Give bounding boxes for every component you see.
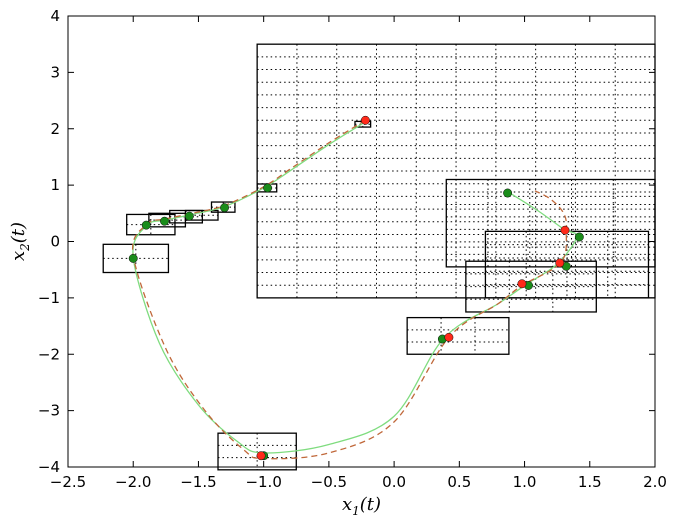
x-tick-label: 2.0 — [643, 473, 667, 491]
y-tick-label: 4 — [50, 7, 60, 25]
partition-boxes — [102, 43, 656, 471]
x-tick-label: 1.5 — [578, 473, 602, 491]
x-tick-label: −2.0 — [115, 473, 151, 491]
y-tick-label: −1 — [38, 289, 60, 307]
green-point — [574, 232, 584, 242]
green-point — [503, 188, 513, 198]
y-tick-label: 2 — [50, 120, 60, 138]
red-point — [555, 258, 565, 268]
x-tick-label: 0.0 — [382, 473, 406, 491]
x-axis-label-tail: (t) — [360, 494, 381, 515]
box-outline — [210, 201, 236, 213]
red-point — [444, 332, 454, 342]
y-tick-label: 1 — [50, 176, 60, 194]
axes: −2.5 −2.0 −1.5 −1.0 −0.5 0.0 0.5 1.0 1.5 2.0 −4 −3 −… — [38, 7, 667, 491]
x-tick-label: 1.0 — [513, 473, 537, 491]
red-dashed-trajectory — [131, 119, 568, 460]
x-tick-label: −1.0 — [245, 473, 281, 491]
x-tick-label: −1.5 — [180, 473, 216, 491]
x-tick-label: −2.5 — [50, 473, 86, 491]
box-outline — [465, 260, 597, 313]
y-axis-label-main: x — [8, 251, 29, 261]
x-axis-label-sub: 1 — [352, 504, 360, 518]
y-tick-label: −4 — [38, 458, 60, 476]
partition-box — [126, 213, 176, 236]
x-tick-label: −0.5 — [311, 473, 347, 491]
y-tick-label: 0 — [50, 233, 60, 251]
y-tick-label: 3 — [50, 63, 60, 81]
green-point — [263, 183, 273, 193]
red-point — [517, 279, 527, 289]
box-outline — [126, 213, 176, 236]
partition-box — [217, 432, 297, 471]
partition-box — [484, 230, 650, 299]
red-point — [256, 451, 266, 461]
box-outline — [217, 432, 297, 471]
plot-background — [68, 16, 655, 467]
y-tick-label: −2 — [38, 345, 60, 363]
green-point — [220, 203, 229, 213]
green-point — [184, 211, 194, 221]
x-tick-label: 0.5 — [447, 473, 471, 491]
y-tick-label: −3 — [38, 402, 60, 420]
y-axis-label-tail: (t) — [8, 222, 29, 243]
x-axis-label: x1(t) — [342, 494, 381, 518]
plot-area — [68, 16, 655, 467]
red-point — [560, 225, 570, 235]
x-axis-label-main: x — [342, 494, 352, 515]
trajectory-points — [128, 115, 584, 461]
partition-box — [465, 260, 597, 313]
box-outline — [406, 316, 510, 355]
y-axis-label: x2(t) — [8, 222, 32, 261]
green-point — [160, 216, 169, 226]
green-point — [128, 253, 138, 263]
green-point — [141, 220, 151, 230]
y-axis-label-sub: 2 — [18, 243, 32, 252]
partition-box — [256, 43, 656, 299]
red-point — [360, 115, 370, 125]
